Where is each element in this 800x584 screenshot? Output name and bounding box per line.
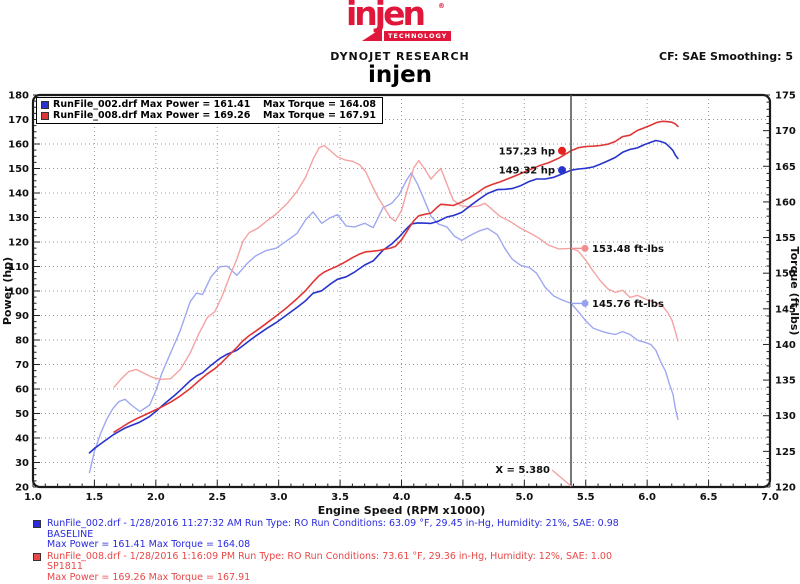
svg-text:7.0: 7.0 — [761, 492, 779, 503]
svg-text:153.48 ft-lbs: 153.48 ft-lbs — [592, 244, 664, 255]
svg-text:120: 120 — [775, 483, 796, 494]
correction-smoothing-label: CF: SAE Smoothing: 5 — [659, 50, 793, 63]
svg-text:145.76 ft-lbs: 145.76 ft-lbs — [592, 299, 664, 310]
injen-logo: injen ® TECHNOLOGY — [340, 0, 460, 46]
svg-text:175: 175 — [775, 91, 796, 102]
svg-text:100: 100 — [8, 287, 29, 298]
svg-text:110: 110 — [8, 262, 29, 273]
axis-ticks — [32, 94, 771, 488]
svg-text:30: 30 — [15, 458, 29, 469]
cursor-x-label: X = 5.380 — [495, 465, 550, 476]
legend-text-torque: Max Torque = 167.91 — [263, 110, 376, 121]
power-red-cursor-marker: 157.23 hp — [499, 146, 567, 157]
power-blue-cursor-marker: 149.32 hp — [499, 166, 567, 177]
logo-technology-text: TECHNOLOGY — [384, 31, 452, 41]
svg-text:6.5: 6.5 — [700, 492, 718, 503]
legend-marker-blue-icon — [41, 100, 49, 109]
dynojet-research-label: DYNOJET RESEARCH — [330, 50, 470, 63]
svg-text:165: 165 — [775, 162, 796, 173]
torque-baseline-curve — [88, 172, 679, 474]
svg-text:60: 60 — [15, 385, 29, 396]
run-max-line: Max Power = 169.26 Max Torque = 167.91 — [47, 571, 251, 583]
svg-text:3.5: 3.5 — [331, 492, 349, 503]
svg-text:6.0: 6.0 — [638, 492, 656, 503]
svg-text:4.5: 4.5 — [454, 492, 472, 503]
legend-marker-red-icon — [41, 111, 49, 120]
run-max-line: Max Power = 161.41 Max Torque = 164.08 — [47, 539, 251, 550]
svg-text:150: 150 — [775, 269, 796, 280]
grid-lines — [33, 95, 770, 487]
legend-text-file-power: RunFile_002.drf Max Power = 161.41 — [53, 99, 251, 110]
svg-text:2.0: 2.0 — [147, 492, 165, 503]
svg-text:157.23 hp: 157.23 hp — [499, 146, 555, 157]
svg-text:125: 125 — [775, 447, 796, 458]
registered-mark-icon: ® — [438, 2, 445, 10]
legend-row-baseline: RunFile_002.drf Max Power = 161.41 Max T… — [41, 99, 376, 110]
torque-blue-cursor-marker: 145.76 ft-lbs — [571, 299, 664, 310]
logo-triangle-icon — [362, 28, 382, 41]
axis-tick-labels: 1.0 1.5 2.0 2.5 3.0 3.5 4.0 4.5 5.0 5.5 6.0 6.5 7.0 2… — [8, 91, 796, 504]
svg-text:120: 120 — [8, 238, 29, 249]
torque-red-cursor-marker: 153.48 ft-lbs — [571, 244, 664, 255]
svg-text:145: 145 — [775, 304, 796, 315]
dyno-chart-svg: 1.0 1.5 2.0 2.5 3.0 3.5 4.0 4.5 5.0 5.5 6.0 6.5 7.0 2… — [1, 91, 800, 518]
power-baseline-curve — [88, 139, 679, 454]
run-info-baseline: RunFile_002.drf - 1/28/2016 11:27:32 AM … — [33, 518, 793, 551]
legend-row-sp1811: RunFile_008.drf Max Power = 169.26 Max T… — [41, 110, 376, 121]
rpm-axis-label: Engine Speed (RPM x1000) — [318, 504, 486, 516]
power-axis-label: Power (hp) — [1, 257, 14, 325]
svg-text:149.32 hp: 149.32 hp — [499, 166, 555, 177]
torque-sp1811-curve — [113, 144, 679, 388]
run-info-footer: RunFile_002.drf - 1/28/2016 11:27:32 AM … — [33, 518, 793, 584]
legend-text-file-power: RunFile_008.drf Max Power = 169.26 — [53, 110, 251, 121]
svg-text:140: 140 — [775, 340, 796, 351]
dyno-chart: 1.0 1.5 2.0 2.5 3.0 3.5 4.0 4.5 5.0 5.5 6.0 6.5 7.0 2… — [0, 88, 800, 518]
cursor-leader-line — [551, 469, 572, 487]
svg-text:50: 50 — [15, 409, 29, 420]
logo-brand-text: injen — [346, 0, 426, 33]
svg-text:2.5: 2.5 — [208, 492, 226, 503]
svg-text:5.5: 5.5 — [577, 492, 595, 503]
svg-text:70: 70 — [15, 360, 29, 371]
power-sp1811-curve — [113, 120, 679, 433]
svg-text:90: 90 — [15, 311, 29, 322]
run-name-line: BASELINE — [47, 528, 94, 540]
svg-text:4.0: 4.0 — [393, 492, 411, 503]
page-title: injen — [367, 62, 433, 88]
svg-text:20: 20 — [15, 483, 29, 494]
chart-legend: RunFile_002.drf Max Power = 161.41 Max T… — [36, 97, 383, 124]
svg-text:130: 130 — [775, 411, 796, 422]
svg-text:1.0: 1.0 — [24, 492, 42, 503]
svg-text:170: 170 — [775, 126, 796, 137]
svg-text:3.0: 3.0 — [270, 492, 288, 503]
svg-text:180: 180 — [8, 91, 29, 102]
run-info-sp1811: RunFile_008.drf - 1/28/2016 1:16:09 PM R… — [33, 550, 793, 584]
run-marker-blue-icon — [33, 520, 41, 528]
run-name-line: SP1811 — [47, 561, 83, 572]
run-marker-red-icon — [33, 552, 41, 561]
svg-text:150: 150 — [8, 164, 29, 175]
svg-text:135: 135 — [775, 376, 796, 387]
run-conditions-line: RunFile_002.drf - 1/28/2016 11:27:32 AM … — [47, 518, 619, 529]
torque-axis-label: Torque (ft-lbs) — [788, 247, 800, 336]
legend-text-torque: Max Torque = 164.08 — [263, 99, 376, 110]
svg-text:130: 130 — [8, 213, 29, 224]
svg-text:160: 160 — [775, 197, 796, 208]
svg-text:80: 80 — [15, 336, 29, 347]
svg-text:40: 40 — [15, 434, 29, 445]
svg-text:160: 160 — [8, 140, 29, 151]
svg-text:5.0: 5.0 — [515, 492, 533, 503]
svg-text:155: 155 — [775, 233, 796, 244]
svg-text:170: 170 — [8, 115, 29, 126]
svg-text:140: 140 — [8, 189, 29, 200]
run-conditions-line: RunFile_008.drf - 1/28/2016 1:16:09 PM R… — [47, 550, 613, 562]
svg-text:1.5: 1.5 — [86, 492, 104, 503]
